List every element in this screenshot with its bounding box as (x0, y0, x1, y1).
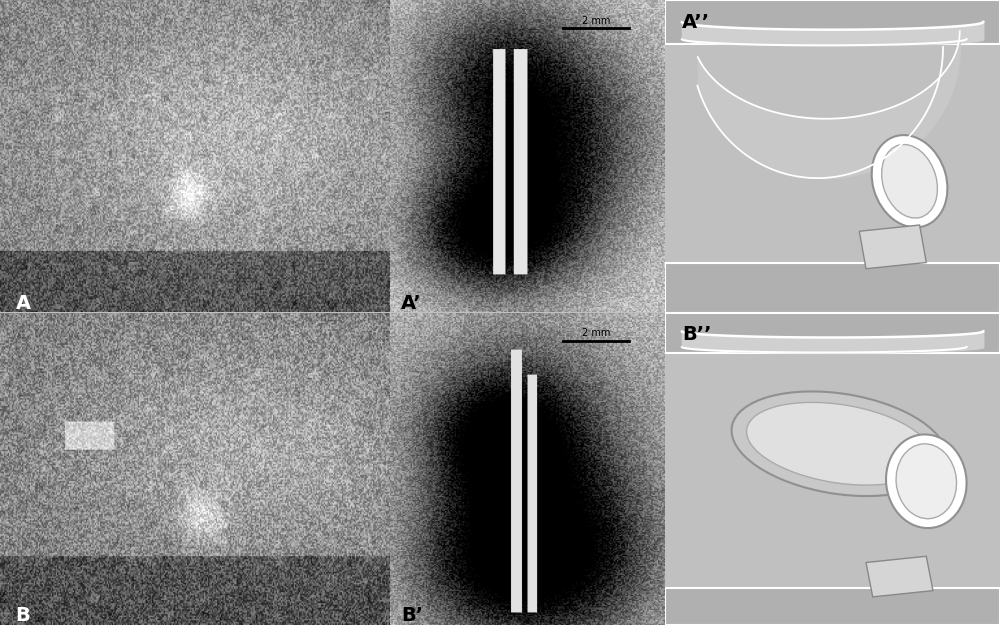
Bar (665, 312, 1000, 353)
Ellipse shape (886, 434, 967, 528)
Ellipse shape (896, 444, 957, 519)
Text: 2 mm: 2 mm (582, 16, 610, 26)
Text: B: B (16, 606, 30, 625)
Bar (665, 0, 1000, 44)
Text: 2 mm: 2 mm (582, 328, 610, 338)
Text: A: A (16, 294, 31, 312)
Bar (665, 588, 1000, 625)
Ellipse shape (872, 135, 947, 228)
Text: B’’: B’’ (682, 325, 711, 344)
Text: A’: A’ (401, 294, 422, 312)
Ellipse shape (732, 391, 947, 496)
Ellipse shape (882, 144, 937, 218)
Text: A’’: A’’ (682, 12, 710, 31)
Text: B’: B’ (401, 606, 423, 625)
Polygon shape (866, 556, 933, 597)
Polygon shape (859, 225, 926, 269)
Bar (665, 262, 1000, 312)
Ellipse shape (747, 402, 932, 485)
